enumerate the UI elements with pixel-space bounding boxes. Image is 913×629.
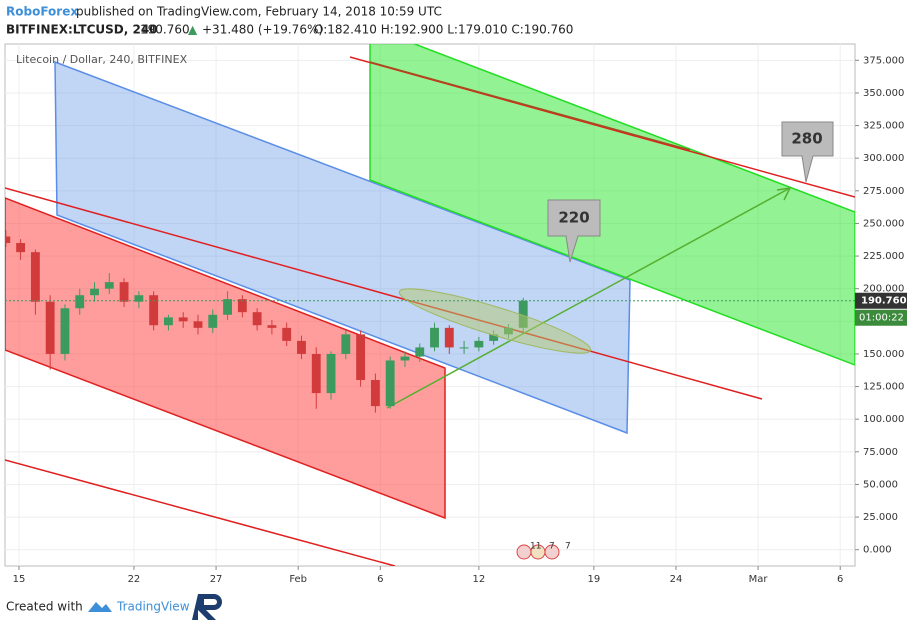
last-price-box (855, 292, 907, 309)
published: published on TradingView.com, February 1… (76, 5, 442, 19)
callout-text: 220 (558, 209, 589, 227)
candle-body (518, 300, 528, 328)
event[interactable]: 7 (549, 542, 555, 552)
candle-body (60, 308, 70, 354)
last: 190.760 (140, 23, 190, 37)
candle-body (119, 282, 129, 302)
candle-body (75, 295, 85, 309)
y-tick-label: 375.000 (863, 55, 904, 66)
y-tick-label: 0.000 (863, 545, 892, 556)
candle-body (489, 334, 499, 341)
drawings (5, 44, 855, 566)
y-tick-label: 25.000 (863, 512, 898, 523)
roboforex-logo (192, 592, 225, 622)
x-tick-label: Feb (289, 574, 307, 585)
candle-body (30, 252, 40, 302)
candle-body (400, 356, 410, 361)
brown-line (369, 61, 691, 151)
candle-body (237, 299, 247, 313)
x-tick-label: 24 (670, 574, 683, 585)
candle-body (104, 282, 114, 289)
change: +31.480 (+19.76%) (202, 23, 323, 37)
change-arrow: ▲ (188, 23, 198, 37)
green-channel (369, 44, 855, 366)
candle-body (208, 314, 218, 328)
x-tick-label: 6 (837, 574, 843, 585)
candle-body (178, 317, 188, 322)
footer-brand[interactable]: TradingView (116, 600, 190, 614)
candle-body (297, 340, 306, 354)
candle-body (356, 334, 366, 381)
countdown-box (855, 309, 907, 326)
callout (781, 121, 834, 183)
candle-body (341, 334, 351, 354)
candle-body (149, 295, 159, 326)
x-tick-label: 19 (587, 574, 600, 585)
y-tick-label: 350.000 (863, 88, 904, 99)
y-tick-label: 200.000 (863, 284, 904, 295)
candle-body (16, 243, 26, 253)
arrow-head (776, 187, 792, 201)
y-tick-label: 250.000 (863, 218, 904, 229)
candle-body (90, 288, 99, 296)
red-line (5, 187, 763, 400)
red-line (5, 459, 396, 566)
last-price-label: 190.760 (861, 296, 907, 307)
x-tick-label: 15 (13, 574, 26, 585)
candle-body (415, 347, 425, 357)
candle-body (163, 317, 173, 326)
candle-body (370, 380, 380, 407)
ohlc: O:182.410 H:192.900 L:179.010 C:190.760 (314, 23, 573, 37)
candle-body (45, 301, 55, 354)
candle-body (5, 236, 11, 244)
candle-body (474, 340, 484, 348)
candle-body (326, 353, 336, 394)
ellipse (398, 288, 592, 354)
candle-body (311, 353, 321, 394)
symbol: BITFINEX:LTCUSD, 240 (6, 23, 158, 37)
x-tick-label: 12 (472, 574, 485, 585)
event[interactable]: 11 (530, 542, 541, 552)
x-tick-label: 22 (128, 574, 141, 585)
y-tick-label: 150.000 (863, 349, 904, 360)
event[interactable]: 7 (565, 542, 571, 552)
blue-channel (54, 60, 631, 435)
callout (547, 199, 601, 263)
callout-text: 280 (791, 130, 822, 148)
candle-body (282, 327, 292, 341)
red-channel (5, 197, 446, 520)
y-tick-label: 50.000 (863, 479, 898, 490)
countdown: 01:00:22 (859, 313, 904, 324)
y-tick-label: 275.000 (863, 186, 904, 197)
candle-body (444, 327, 454, 348)
x-tick-label: 6 (377, 574, 383, 585)
x-tick-label: 27 (210, 574, 223, 585)
y-tick-label: 300.000 (863, 153, 904, 164)
arrow-line (386, 187, 791, 409)
candle-body (252, 312, 262, 326)
candle-body (267, 325, 277, 328)
footer-created: Created with (6, 600, 83, 614)
tv-logo (88, 602, 112, 612)
publisher[interactable]: RoboForex (6, 5, 78, 19)
candle-body (193, 321, 203, 328)
candle-body (430, 327, 439, 348)
y-tick-label: 225.000 (863, 251, 904, 262)
x-tick-label: Mar (749, 574, 769, 585)
candle-body (223, 299, 232, 315)
candle-body (385, 360, 395, 407)
y-tick-label: 75.000 (863, 447, 898, 458)
y-tick-label: 125.000 (863, 382, 904, 393)
y-tick-label: 100.000 (863, 414, 904, 425)
events: 11 7 7 (516, 542, 571, 560)
candle-body (134, 295, 144, 302)
y-tick-label: 325.000 (863, 121, 904, 132)
chart-title: Litecoin / Dollar, 240, BITFINEX (16, 53, 188, 66)
candle-body (459, 347, 469, 349)
